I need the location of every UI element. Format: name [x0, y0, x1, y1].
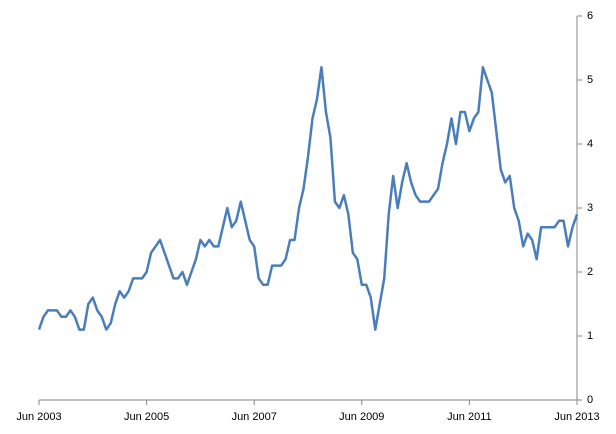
x-tick-label: Jun 2011	[447, 411, 491, 423]
y-tick-label: 5	[587, 74, 593, 86]
x-tick-label: Jun 2007	[232, 411, 277, 423]
y-tick-label: 3	[587, 202, 593, 214]
y-tick-label: 2	[587, 266, 593, 278]
x-tick-label: Jun 2005	[124, 411, 169, 423]
y-tick-label: 4	[587, 138, 593, 150]
y-tick-label: 6	[587, 10, 593, 22]
y-tick-label: 1	[587, 330, 593, 342]
x-tick-label: Jun 2013	[554, 411, 599, 423]
x-tick-label: Jun 2003	[16, 411, 61, 423]
y-tick-label: 0	[587, 394, 593, 406]
data-line	[37, 65, 579, 331]
x-tick-label: Jun 2009	[339, 411, 384, 423]
